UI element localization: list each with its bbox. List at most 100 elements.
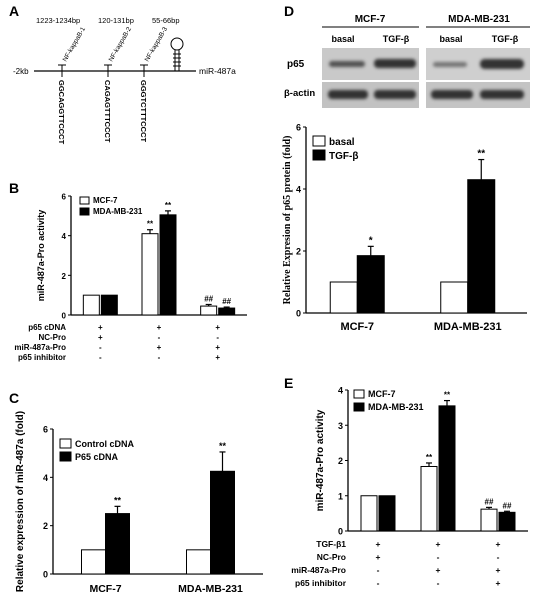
condition-label: p65 inhibitor <box>18 353 66 362</box>
blot-band-p65-mcf7-basal <box>329 61 365 67</box>
y-tick-label: 4 <box>296 185 301 195</box>
condition-value: - <box>377 565 380 575</box>
condition-value: + <box>376 539 381 549</box>
bar <box>420 465 438 532</box>
blot-band-actin-4 <box>480 90 524 99</box>
y-tick-label: 6 <box>296 123 301 133</box>
bar <box>356 255 385 314</box>
condition-value: + <box>376 552 381 562</box>
blot-band-actin-1 <box>328 90 368 99</box>
site-3-sequence: GGGTCTTTCCCT <box>139 80 148 142</box>
blot-condition-4: TGF-β <box>492 34 519 44</box>
bar <box>81 549 106 575</box>
bar <box>105 513 130 575</box>
site-1-name: NF-kappaB-1 <box>62 26 88 63</box>
condition-value: + <box>157 323 162 332</box>
gene-label: miR-487a <box>199 66 236 76</box>
condition-value: - <box>216 333 219 342</box>
bar <box>210 470 235 575</box>
panel-label-d: D <box>284 3 294 19</box>
blot-condition-3: basal <box>439 34 462 44</box>
significance-marker: ** <box>444 391 451 400</box>
condition-value: + <box>496 578 501 588</box>
bar <box>200 305 218 316</box>
condition-value: - <box>99 343 102 352</box>
legend-swatch <box>59 438 72 449</box>
blot-band-p65-mcf7-tgf <box>374 59 416 68</box>
condition-value: + <box>98 323 103 332</box>
y-tick-label: 4 <box>62 232 67 241</box>
significance-marker: ** <box>426 453 433 462</box>
bar <box>186 549 211 575</box>
y-tick-label: 2 <box>338 456 343 466</box>
legend-swatch <box>59 451 72 462</box>
bar <box>480 508 498 532</box>
condition-value: + <box>215 353 220 362</box>
legend-label: TGF-β <box>329 151 358 162</box>
chart-panel-c: 0 2 4 6 Relative expression of miR-487a (fol… <box>15 411 263 595</box>
condition-label: miR-487a-Pro <box>14 343 66 352</box>
condition-value: + <box>436 565 441 575</box>
bar <box>159 214 177 316</box>
bar <box>378 495 396 532</box>
legend-label: MCF-7 <box>368 389 396 399</box>
blot-band-p65-mda-tgf <box>480 59 524 69</box>
significance-marker: ** <box>219 441 227 451</box>
condition-label: p65 cDNA <box>28 323 66 332</box>
bar <box>498 511 516 532</box>
site-2-range: 120-131bp <box>98 16 134 25</box>
y-tick-label: 2 <box>43 521 48 531</box>
bar <box>360 495 378 532</box>
significance-marker: ** <box>114 495 122 505</box>
site-2-name: NF-kappaB-2 <box>108 26 134 63</box>
y-tick-label: 0 <box>296 309 301 319</box>
blot-row-label-p65: p65 <box>287 59 305 70</box>
legend-label: MDA-MB-231 <box>368 402 424 412</box>
y-axis-label: miR-487a-Pro activity <box>36 210 46 302</box>
condition-value: - <box>497 552 500 562</box>
legend-label: Control cDNA <box>75 439 134 449</box>
significance-marker: ## <box>485 497 494 506</box>
legend-label: basal <box>329 137 355 148</box>
significance-marker: ** <box>147 220 154 229</box>
y-axis-label: Relative expression of miR-487a (fold) <box>15 411 26 592</box>
blot-band-actin-3 <box>431 90 473 99</box>
x-category-label: MDA-MB-231 <box>178 583 243 595</box>
significance-marker: ## <box>503 501 512 510</box>
legend-swatch <box>312 135 326 147</box>
condition-label: NC-Pro <box>38 333 66 342</box>
bar <box>440 281 469 314</box>
blot-band-p65-mda-basal <box>433 62 467 67</box>
y-tick-label: 4 <box>43 473 48 483</box>
legend-label: P65 cDNA <box>75 452 119 462</box>
y-tick-label: 6 <box>43 425 48 435</box>
bar <box>467 179 496 314</box>
site-1-range: 1223-1234bp <box>36 16 80 25</box>
y-tick-label: 1 <box>338 491 343 501</box>
significance-marker: ## <box>204 294 213 303</box>
legend-swatch <box>79 196 90 205</box>
condition-value: - <box>437 578 440 588</box>
x-category-label: MCF-7 <box>89 583 121 595</box>
condition-value: - <box>158 333 161 342</box>
y-tick-label: 0 <box>43 570 48 580</box>
site-3-name: NF-kappaB-3 <box>144 26 170 63</box>
panel-label-e: E <box>284 375 293 391</box>
hairpin-range: 55-66bp <box>152 16 180 25</box>
legend-swatch <box>353 389 365 399</box>
significance-marker: * <box>369 235 373 246</box>
significance-marker: ** <box>165 201 172 210</box>
x-category-label: MDA-MB-231 <box>434 321 502 333</box>
condition-value: + <box>496 539 501 549</box>
site-1-sequence: GGCAGGTTCCCT <box>57 80 66 145</box>
chart-panel-b: 0 2 4 6 miR-487a-Pro activity ** ** ## ## MCF-7 MD… <box>14 193 247 362</box>
condition-value: - <box>99 353 102 362</box>
bar <box>438 405 456 532</box>
y-tick-label: 4 <box>338 386 343 396</box>
x-category-label: MCF-7 <box>340 321 374 333</box>
blot-condition-2: TGF-β <box>383 34 410 44</box>
condition-label: TGF-β1 <box>316 539 346 549</box>
y-tick-label: 2 <box>296 247 301 257</box>
